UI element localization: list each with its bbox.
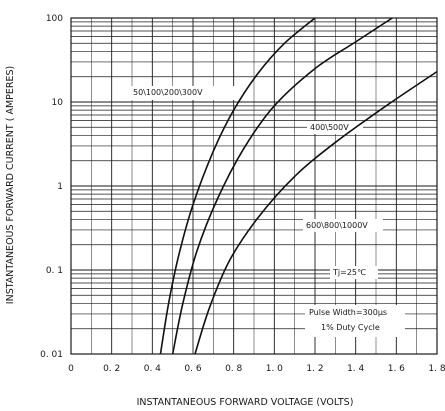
- x-tick-label: 0. 2: [103, 364, 120, 374]
- series-curve-3: [194, 70, 438, 355]
- x-tick-labels: 0 0. 2 0. 4 0. 6 0. 8 1. 0 1. 2 1. 4 1. 6 1. 8: [68, 364, 445, 374]
- x-tick-label: 0. 8: [225, 364, 242, 374]
- annotation-box: [303, 219, 383, 232]
- annotation-600-1000v: 600\800\1000V: [306, 221, 368, 230]
- x-tick-label: 0. 6: [184, 364, 201, 374]
- annotation-50-300v: 50\100\200\300V: [133, 88, 203, 97]
- series-curve-1: [159, 17, 316, 355]
- annotation-tj: Tj=25℃: [332, 268, 366, 277]
- x-tick-label: 0. 4: [144, 364, 161, 374]
- y-tick-label: 100: [46, 14, 63, 24]
- x-axis-title: INSTANTANEOUS FORWARD VOLTAGE (VOLTS): [137, 397, 354, 408]
- annotation-400-500v: 400\500V: [310, 123, 349, 132]
- annotation-box: [307, 121, 363, 134]
- annotation-pulse-width: Pulse Width=300µs: [309, 308, 387, 317]
- annotation-boxes: [131, 86, 405, 337]
- x-tick-label: 1. 6: [388, 364, 405, 374]
- y-axis-title: INSTANTANEOUS FORWARD CURRENT ( AMPERES): [5, 66, 16, 304]
- y-tick-label: 0. 01: [40, 350, 63, 360]
- y-tick-label: 1: [57, 182, 63, 192]
- plot-frame: [70, 17, 438, 355]
- chart-grid: [71, 18, 437, 354]
- chart-series: [159, 17, 438, 355]
- annotation-box: [131, 86, 239, 100]
- series-curve-2: [171, 17, 393, 355]
- x-tick-label: 1. 4: [347, 364, 364, 374]
- y-tick-labels: 100 10 1 0. 1 0. 01: [40, 14, 63, 360]
- y-tick-label: 10: [52, 98, 64, 108]
- annotation-duty-cycle: 1% Duty Cycle: [321, 323, 380, 332]
- y-tick-label: 0. 1: [46, 266, 63, 276]
- x-tick-label: 1. 2: [306, 364, 323, 374]
- annotation-box: [330, 266, 378, 279]
- annotation-box: [305, 305, 405, 337]
- x-tick-label: 1. 0: [266, 364, 283, 374]
- x-tick-label: 0: [68, 364, 74, 374]
- x-tick-label: 1. 8: [428, 364, 445, 374]
